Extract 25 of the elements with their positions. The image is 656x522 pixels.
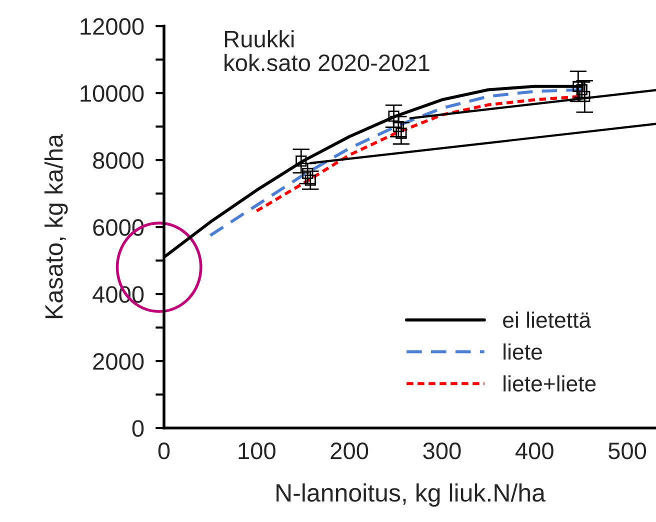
point xyxy=(296,156,307,167)
x-tick-label: 0 xyxy=(158,442,170,460)
legend-label: liete xyxy=(504,343,542,360)
x-tick-label: 500 xyxy=(608,442,646,460)
y-tick-label: 8000 xyxy=(93,152,144,169)
point xyxy=(579,90,590,102)
x-tick-label: 300 xyxy=(423,442,461,460)
y-tick-label: 12000 xyxy=(80,18,144,35)
x-tick-label: 400 xyxy=(515,442,554,460)
point xyxy=(302,168,314,180)
point xyxy=(572,80,584,92)
point xyxy=(392,121,404,132)
point xyxy=(388,110,400,122)
text: Ruukki kok.sato 2020-2021 xyxy=(224,30,430,72)
x-tick-label: 100 xyxy=(238,442,276,460)
point xyxy=(304,174,316,186)
x-tick-label: 200 xyxy=(330,442,368,460)
x-axis-title: N-lannoitus, kg liuk.N/ha xyxy=(276,483,546,507)
y-tick-label: 2000 xyxy=(93,353,144,370)
legend-label: ei lietettä xyxy=(503,312,592,328)
y-axis-title: Kasato, kg ka/ha xyxy=(44,134,68,318)
y-tick-label: 0 xyxy=(132,420,144,437)
y-tick-label: 10000 xyxy=(80,85,144,102)
point xyxy=(396,128,407,139)
legend-label: liete+liete xyxy=(504,375,596,392)
